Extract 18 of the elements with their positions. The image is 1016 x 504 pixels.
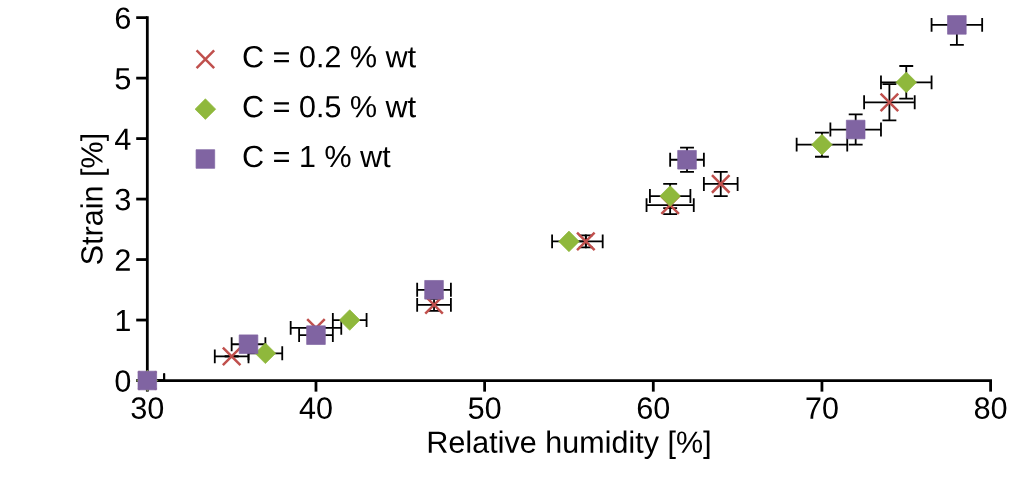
y-tick-label: 3: [115, 188, 131, 211]
y-axis-title: Strain [%]: [80, 135, 109, 264]
y-tick-label: 2: [115, 249, 130, 271]
y-tick-label: 5: [115, 68, 131, 90]
x-tick-label: 60: [637, 397, 670, 419]
x-tick-label: 30: [131, 397, 164, 419]
legend-label: C = 1 % wt: [243, 145, 391, 168]
x-tick-label: 50: [468, 397, 501, 419]
x-axis-title: Relative humidity [%]: [428, 430, 710, 460]
y-tick-label: 1: [116, 310, 130, 332]
x-tick-label: 80: [974, 397, 1007, 419]
y-tick-label: 6: [115, 7, 131, 30]
y-tick-label: 0: [115, 370, 131, 392]
x-tick-label: 40: [299, 397, 332, 419]
legend-label: C = 0.2 % wt: [243, 45, 416, 68]
y-tick-label: 4: [115, 128, 131, 150]
x-tick-label: 70: [806, 397, 838, 419]
legend-label: C = 0.5 % wt: [243, 95, 416, 118]
